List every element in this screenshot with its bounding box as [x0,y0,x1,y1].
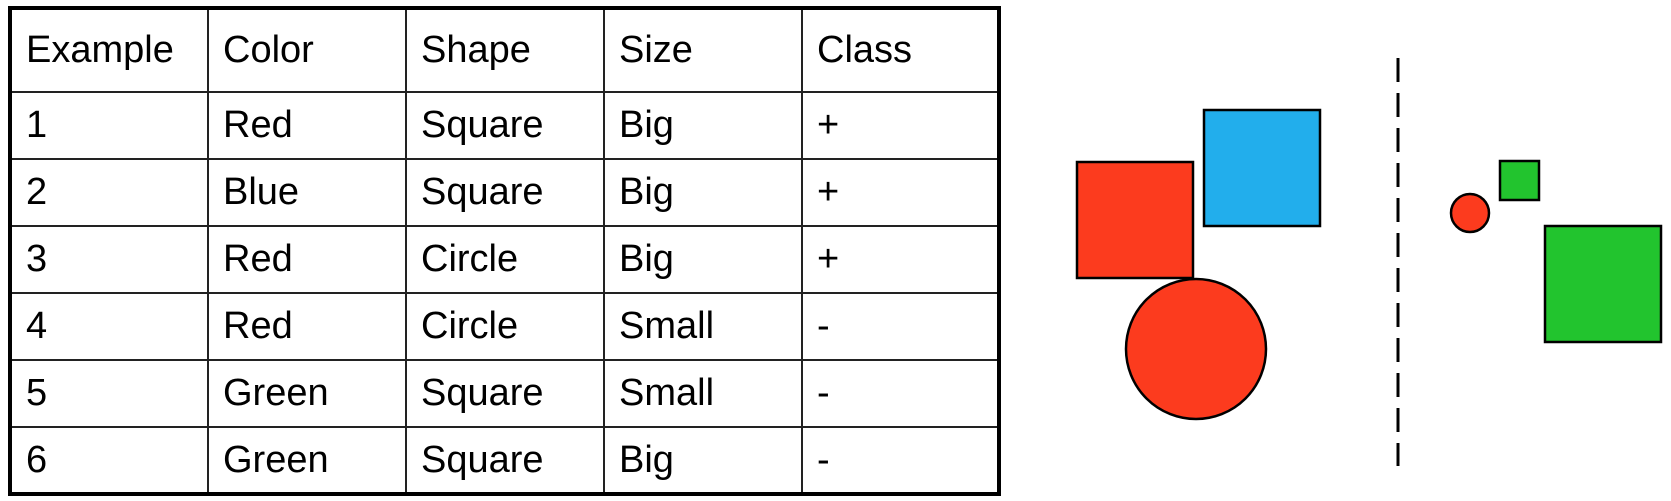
header-size: Size [603,7,803,93]
cell-color: Red [207,225,407,294]
table-header-row: Example Color Shape Size Class [9,7,1000,93]
table-row: 5 Green Square Small - [9,359,1000,428]
cell-class: - [801,359,1000,428]
cell-color: Green [207,426,407,495]
cell-example: 3 [9,225,209,294]
cell-class: + [801,225,1000,294]
cell-color: Red [207,91,407,160]
table-row: 6 Green Square Big - [9,426,1000,495]
cell-size: Big [603,225,803,294]
cell-shape: Square [405,426,605,495]
red-small-circle [1449,192,1491,234]
cell-example: 1 [9,91,209,160]
red-big-square [1075,160,1195,280]
cell-class: - [801,426,1000,495]
shapes-figure [1075,58,1663,466]
cell-shape: Circle [405,292,605,361]
cell-example: 4 [9,292,209,361]
table-row: 1 Red Square Big + [9,91,1000,160]
green-small-square [1498,159,1541,202]
positive-examples-group [1075,108,1322,421]
blue-big-square [1202,108,1322,228]
cell-color: Green [207,359,407,428]
header-class: Class [801,7,1000,93]
cell-shape: Square [405,359,605,428]
cell-class: + [801,91,1000,160]
cell-size: Big [603,426,803,495]
cell-color: Red [207,292,407,361]
cell-size: Small [603,359,803,428]
cell-size: Big [603,91,803,160]
green-big-square [1543,224,1663,344]
cell-class: + [801,158,1000,227]
table-row: 4 Red Circle Small - [9,292,1000,361]
header-shape: Shape [405,7,605,93]
cell-color: Blue [207,158,407,227]
header-example: Example [9,7,209,93]
cell-size: Big [603,158,803,227]
cell-example: 6 [9,426,209,495]
table-row: 3 Red Circle Big + [9,225,1000,294]
red-big-circle [1124,277,1268,421]
table-row: 2 Blue Square Big + [9,158,1000,227]
examples-table: Example Color Shape Size Class 1 Red Squ… [8,6,1001,496]
cell-example: 5 [9,359,209,428]
cell-example: 2 [9,158,209,227]
cell-class: - [801,292,1000,361]
cell-shape: Square [405,91,605,160]
cell-shape: Square [405,158,605,227]
negative-examples-group [1449,159,1663,344]
header-color: Color [207,7,407,93]
cell-shape: Circle [405,225,605,294]
cell-size: Small [603,292,803,361]
